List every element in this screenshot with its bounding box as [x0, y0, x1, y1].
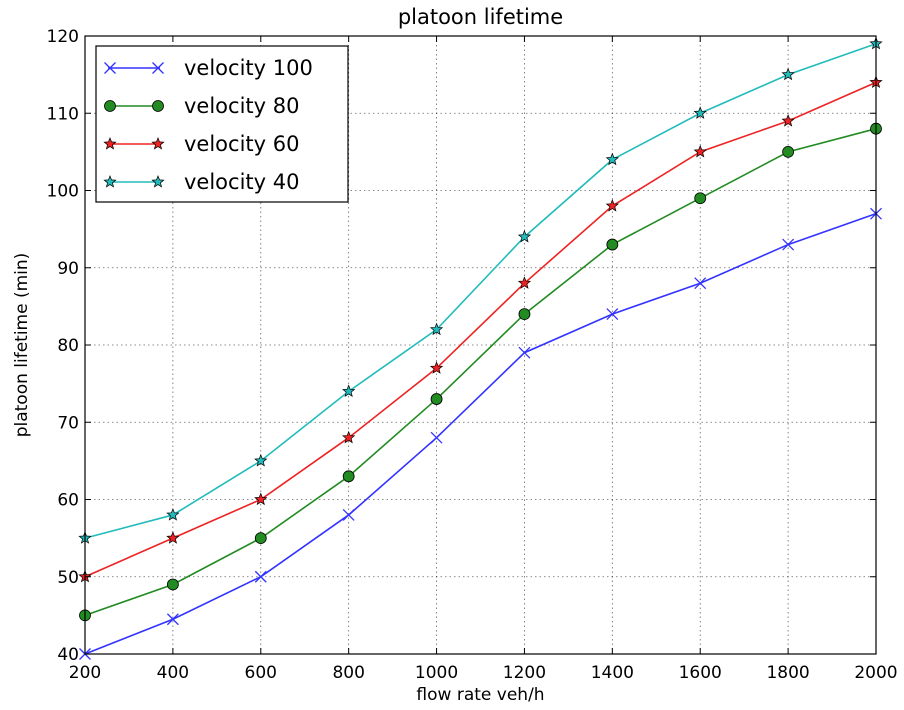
legend-label: velocity 80 [184, 94, 299, 118]
x-tick-label: 1400 [591, 663, 634, 683]
legend-marker [104, 100, 116, 112]
legend-marker [104, 62, 116, 74]
x-tick-label: 200 [69, 663, 101, 683]
data-point [342, 384, 356, 397]
y-tick-label: 120 [47, 27, 79, 47]
data-point [517, 276, 532, 289]
y-axis-label: platoon lifetime (min) [12, 253, 32, 438]
data-point [606, 238, 619, 251]
data-point [694, 192, 707, 205]
legend-item: velocity 40 [103, 170, 299, 194]
y-tick-label: 40 [57, 645, 79, 665]
legend-item: velocity 100 [104, 56, 313, 80]
data-point [781, 114, 795, 127]
data-point [694, 277, 707, 290]
data-point [166, 578, 179, 591]
y-tick-label: 70 [57, 413, 79, 433]
legend: velocity 100 velocity 80 velocity 60 veloci… [95, 45, 349, 203]
axis-ticks: 200 400 600 800 1000 1200 1400 1600 1800 2000 40 50… [47, 27, 898, 683]
series-line [84, 81, 877, 578]
data-point [254, 570, 267, 583]
x-axis-label: flow rate veh/h [416, 685, 544, 705]
legend-label: velocity 40 [184, 170, 299, 194]
data-point [782, 238, 795, 251]
x-tick-label: 1600 [679, 663, 722, 683]
x-tick-label: 400 [157, 663, 189, 683]
y-tick-label: 50 [57, 568, 79, 588]
data-point [342, 508, 355, 521]
data-point [429, 361, 444, 374]
data-point [254, 453, 268, 467]
data-point [518, 308, 531, 321]
series-line [84, 212, 877, 655]
data-point [518, 346, 531, 359]
data-point [605, 198, 619, 212]
legend-marker [151, 137, 165, 150]
x-tick-label: 2000 [854, 663, 897, 683]
data-point [693, 106, 707, 119]
data-point [254, 532, 267, 545]
data-point [166, 507, 180, 521]
data-point [429, 322, 444, 336]
legend-marker [103, 137, 117, 150]
data-point [166, 613, 179, 626]
x-tick-label: 1000 [415, 663, 458, 683]
chart-title: platoon lifetime [398, 5, 563, 29]
data-point [781, 67, 795, 81]
x-tick-label: 800 [332, 663, 364, 683]
data-point [254, 492, 268, 506]
series-line [84, 127, 877, 617]
y-tick-label: 100 [47, 182, 79, 202]
data-point [166, 531, 180, 544]
legend-marker [103, 175, 117, 188]
data-point [606, 308, 619, 321]
legend-marker [152, 62, 164, 74]
legend-marker [152, 100, 164, 112]
series-4 [78, 36, 883, 544]
data-point [430, 393, 443, 405]
y-tick-label: 110 [47, 104, 79, 124]
x-tick-label: 600 [245, 663, 277, 683]
legend-box [95, 45, 349, 203]
legend-label: velocity 60 [184, 132, 299, 156]
data-point [342, 430, 356, 444]
data-point [693, 144, 707, 158]
data-point [605, 152, 619, 166]
legend-label: velocity 100 [184, 56, 313, 80]
legend-item: velocity 80 [104, 94, 299, 118]
y-tick-label: 90 [57, 259, 79, 279]
series-1 [79, 207, 882, 660]
data-point [517, 229, 532, 243]
y-tick-label: 80 [57, 336, 79, 356]
legend-item: velocity 60 [103, 132, 299, 156]
x-tick-label: 1800 [766, 663, 809, 683]
data-point [342, 470, 355, 483]
legend-marker [151, 175, 165, 188]
y-tick-label: 60 [57, 491, 79, 511]
series-line [84, 42, 877, 539]
data-point [430, 431, 443, 444]
x-tick-label: 1200 [503, 663, 546, 683]
data-point [782, 145, 795, 158]
